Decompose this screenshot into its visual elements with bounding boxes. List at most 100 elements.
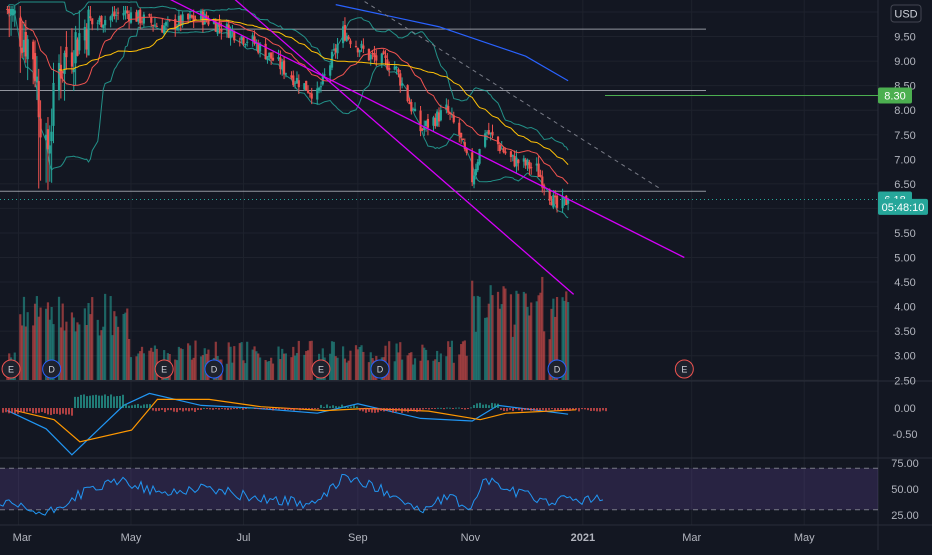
- candle-body: [511, 154, 514, 157]
- macd-histogram-bar: [134, 404, 136, 408]
- candle-body: [463, 142, 466, 150]
- candle-body: [491, 131, 494, 136]
- currency-badge[interactable]: USD: [890, 4, 922, 23]
- macd-histogram-bar: [158, 408, 160, 411]
- macd-histogram-bar: [20, 408, 22, 412]
- macd-histogram-bar: [293, 408, 295, 411]
- macd-histogram-bar: [419, 408, 421, 412]
- candle-body: [21, 47, 24, 53]
- volume-bar: [401, 359, 404, 380]
- time-tick-label[interactable]: Mar: [682, 532, 701, 544]
- trend-channel[interactable]: [166, 0, 685, 295]
- channel-upper-line[interactable]: [166, 0, 685, 259]
- macd-histogram-bar: [278, 408, 280, 410]
- candle-body: [419, 110, 422, 132]
- macd-histogram-bar: [392, 408, 394, 413]
- volume-bar: [295, 353, 299, 380]
- macd-histogram-bar: [8, 408, 10, 414]
- candle-body: [436, 111, 439, 126]
- candle-body: [63, 52, 66, 74]
- time-tick-label[interactable]: May: [121, 532, 142, 544]
- time-axis[interactable]: Mar May Jul Sep Nov 2021 Mar May: [13, 532, 815, 544]
- volume-bar: [426, 360, 430, 380]
- candle-body: [306, 89, 310, 93]
- volume-bar: [474, 331, 477, 380]
- candle-body: [216, 22, 219, 34]
- candle-body: [452, 115, 455, 123]
- volume-bar: [537, 295, 540, 380]
- price-badge[interactable]: 8.30: [878, 87, 912, 104]
- macd-histogram-bar: [506, 408, 508, 412]
- time-tick-label[interactable]: Nov: [461, 532, 481, 544]
- event-marker-dividend[interactable]: D: [547, 359, 567, 379]
- volume-bar: [115, 316, 118, 380]
- volume-bar: [330, 341, 334, 380]
- macd-histogram-bar: [74, 396, 76, 408]
- event-marker-earnings[interactable]: E: [674, 359, 694, 379]
- volume-bar: [266, 361, 269, 380]
- macd-histogram-bar: [251, 407, 253, 409]
- event-marker-circle: [311, 359, 331, 379]
- time-tick-label[interactable]: Mar: [13, 532, 32, 544]
- candle-body: [504, 151, 507, 154]
- volume-bar: [19, 314, 22, 380]
- candle-body: [471, 152, 474, 183]
- time-tick-label[interactable]: Sep: [348, 532, 368, 544]
- candle-body: [129, 12, 133, 23]
- time-tick-label[interactable]: May: [794, 532, 815, 544]
- candle-body: [290, 75, 293, 78]
- event-marker-earnings[interactable]: E: [311, 359, 331, 379]
- volume-bar: [421, 344, 424, 380]
- macd-histogram-bar: [89, 395, 91, 408]
- macd-histogram-bar: [587, 408, 589, 411]
- candle-body: [308, 92, 311, 94]
- event-marker-earnings[interactable]: E: [154, 359, 174, 379]
- macd-histogram-bar: [437, 407, 439, 409]
- macd-histogram-bar: [176, 408, 178, 413]
- macd-histogram-bar: [563, 408, 565, 411]
- macd-histogram-bar: [482, 404, 484, 408]
- candle-body: [421, 129, 424, 131]
- volume-bar: [21, 325, 24, 380]
- candle-body: [46, 129, 50, 150]
- macd-histogram-bar: [452, 408, 454, 409]
- price-tick-label: 7.50: [894, 130, 915, 142]
- price-tick-label: 5.50: [894, 228, 915, 240]
- price-axis[interactable]: 109.509.008.508.007.507.006.506.005.505.…: [878, 7, 928, 522]
- candle-body: [52, 82, 55, 126]
- macd-histogram-bar: [410, 408, 412, 412]
- candle-body: [509, 151, 513, 158]
- dashed-trend-line[interactable]: [358, 0, 661, 190]
- candle-body: [277, 57, 280, 60]
- macd-histogram-bar: [455, 407, 457, 409]
- time-tick-label[interactable]: 2021: [571, 532, 595, 544]
- volume-bar: [199, 356, 203, 380]
- volume-bar: [555, 296, 559, 380]
- currency-badge-box: [890, 4, 922, 23]
- volume-bar: [452, 362, 455, 380]
- volume-bar: [334, 356, 337, 380]
- macd-histogram-bar: [335, 406, 337, 408]
- volume-bar: [528, 315, 531, 380]
- macd-histogram-bar: [401, 408, 403, 413]
- volume-bar: [345, 362, 348, 380]
- event-marker-earnings[interactable]: E: [1, 359, 21, 379]
- macd-histogram-bar: [17, 408, 19, 414]
- macd-histogram-bar: [23, 408, 25, 413]
- macd-histogram-bar: [488, 405, 490, 408]
- candle-body: [332, 49, 335, 51]
- event-marker-dividend[interactable]: D: [42, 359, 62, 379]
- event-marker-dividend[interactable]: D: [370, 359, 390, 379]
- channel-lower-line[interactable]: [232, 0, 575, 295]
- time-tick-label[interactable]: Jul: [236, 532, 250, 544]
- volume-bar: [139, 351, 142, 380]
- price-badge[interactable]: 05:48:10: [878, 198, 928, 215]
- candle-body: [96, 22, 99, 24]
- macd-histogram-bar: [605, 408, 607, 412]
- event-marker-dividend[interactable]: D: [204, 359, 224, 379]
- volume-bar: [135, 356, 138, 380]
- volume-bar: [362, 351, 365, 380]
